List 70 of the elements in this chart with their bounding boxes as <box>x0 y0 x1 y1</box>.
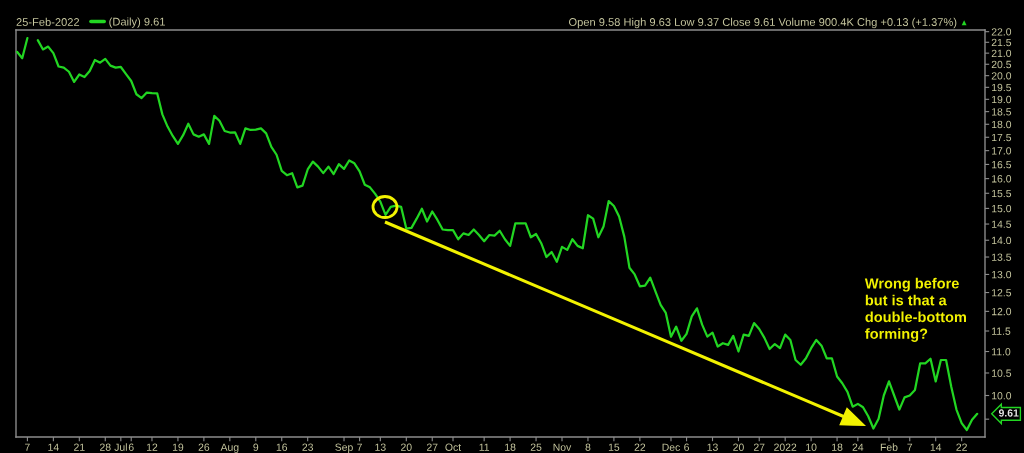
x-tick-label: 16 <box>276 443 288 451</box>
x-tick-label: 24 <box>852 443 864 451</box>
x-tick-label: 27 <box>426 443 438 451</box>
x-tick-label: 19 <box>172 443 184 451</box>
y-tick-label: 17.0 <box>992 147 1012 155</box>
x-tick-label: 7 <box>357 443 362 451</box>
x-tick-label: 25 <box>530 443 542 451</box>
y-tick-label: 22.0 <box>991 28 1012 36</box>
legend-label: (Daily) 9.61 <box>109 17 165 28</box>
text: 9.61 <box>998 409 1019 417</box>
y-tick-label: 14.5 <box>992 220 1012 228</box>
y-tick-label: 10.0 <box>992 392 1012 400</box>
y-tick-label: 11.0 <box>992 348 1011 356</box>
x-tick-label: Nov <box>553 443 572 451</box>
y-tick-label: 12.5 <box>992 289 1012 297</box>
y-tick-label: 15.5 <box>992 189 1012 198</box>
y-tick-label: 10.5 <box>992 369 1012 377</box>
text: Open 9.58 High 9.63 Low 9.37 Close 9.61 Volume 900.4K Chg +0.13 (+1.37%) <box>569 17 957 29</box>
x-tick-label: 9 <box>253 443 259 451</box>
x-tick-label: 15 <box>608 443 620 451</box>
y-tick-label: 20.0 <box>991 72 1012 80</box>
x-tick-label: 14 <box>48 443 59 451</box>
chart-subtitle: 25-Feb-2022 <box>16 17 80 26</box>
y-tick-label: 17.5 <box>992 133 1012 142</box>
y-tick-label: 19.5 <box>992 83 1012 92</box>
y-tick-label: 21.5 <box>991 38 1012 47</box>
text: ▲ <box>961 20 967 26</box>
x-tick-label: 20 <box>733 443 744 451</box>
x-tick-label: Jul <box>114 443 127 451</box>
y-tick-label: 20.5 <box>991 60 1012 69</box>
x-tick-label: Dec <box>662 443 680 451</box>
x-tick-label: 20 <box>401 443 412 451</box>
x-tick-label: 21 <box>74 443 85 451</box>
y-tick-label: 12.0 <box>992 307 1012 316</box>
x-tick-label: 6 <box>684 443 690 451</box>
x-tick-label: 22 <box>634 443 646 451</box>
x-tick-label: 23 <box>302 443 314 451</box>
x-tick-label: 22 <box>956 443 967 451</box>
x-tick-label: Sep <box>335 443 353 453</box>
x-tick-label: 14 <box>930 443 942 451</box>
x-tick-label: 11 <box>479 443 490 451</box>
y-tick-label: 18.0 <box>992 120 1012 129</box>
y-tick-label: 14.0 <box>992 236 1012 245</box>
x-tick-label: 26 <box>198 443 210 451</box>
y-tick-label: 15.0 <box>992 204 1012 213</box>
y-tick-label: 21.0 <box>991 49 1012 58</box>
x-tick-label: Aug <box>220 443 239 453</box>
x-tick-label: 28 <box>100 443 111 451</box>
annotation: Wrong before but is that a double-bottom forming? <box>864 277 966 342</box>
y-tick-label: 18.5 <box>992 108 1012 116</box>
x-tick-label: 7 <box>25 443 30 451</box>
x-tick-label: Feb <box>880 443 898 451</box>
y-tick-label: 13.0 <box>992 270 1012 279</box>
x-tick-label: 6 <box>128 443 134 451</box>
y-tick-label: 13.5 <box>992 253 1012 261</box>
x-tick-label: 10 <box>806 443 817 451</box>
y-tick-label: 11.5 <box>992 327 1011 335</box>
x-tick-label: 12 <box>146 443 158 451</box>
x-tick-label: 27 <box>753 443 765 451</box>
y-tick-label: 16.5 <box>992 160 1012 169</box>
x-tick-label: Oct <box>445 443 462 451</box>
y-tick-label: 19.0 <box>992 95 1012 104</box>
x-tick-label: 8 <box>585 443 591 451</box>
x-tick-label: 18 <box>832 443 843 451</box>
x-tick-label: 18 <box>505 443 516 451</box>
x-tick-label: 2022 <box>774 443 797 451</box>
x-tick-label: 7 <box>907 443 913 451</box>
x-tick-label: 13 <box>707 443 718 451</box>
x-tick-label: 13 <box>375 443 386 451</box>
y-tick-label: 16.0 <box>992 175 1012 183</box>
